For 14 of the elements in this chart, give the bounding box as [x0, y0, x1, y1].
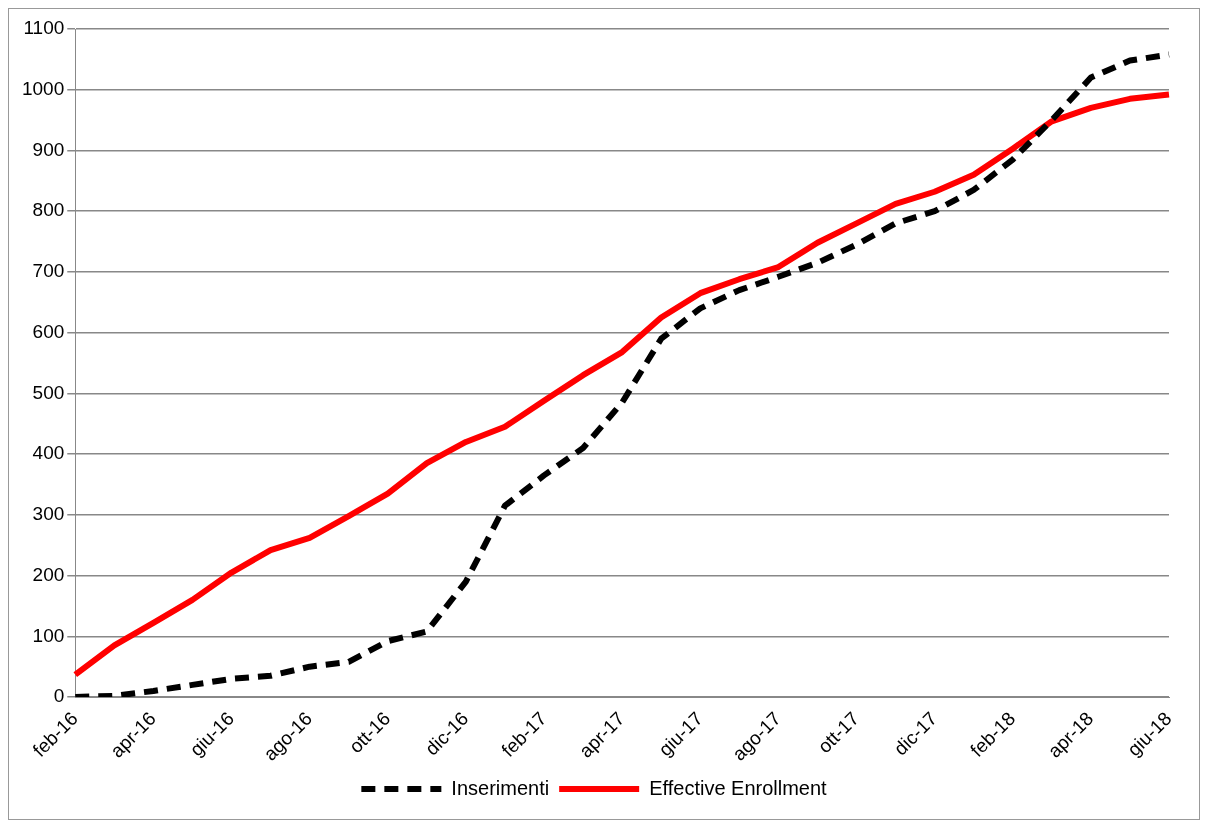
y-tick-label: 700: [32, 260, 65, 282]
y-tick-label: 600: [32, 320, 65, 342]
y-tick-label: 500: [32, 381, 65, 403]
y-tick-label: 1000: [21, 77, 65, 99]
y-tick-label: 800: [32, 199, 65, 221]
y-tick-label: 400: [32, 442, 65, 464]
legend-label: Inserimenti: [451, 776, 550, 799]
y-tick-label: 200: [32, 563, 65, 585]
legend-label: Effective Enrollment: [649, 776, 828, 799]
y-tick-label: 100: [32, 624, 65, 646]
y-tick-label: 900: [32, 138, 65, 160]
y-tick-label: 0: [53, 685, 65, 707]
y-tick-label: 1100: [23, 17, 65, 39]
y-tick-label: 300: [32, 503, 65, 525]
